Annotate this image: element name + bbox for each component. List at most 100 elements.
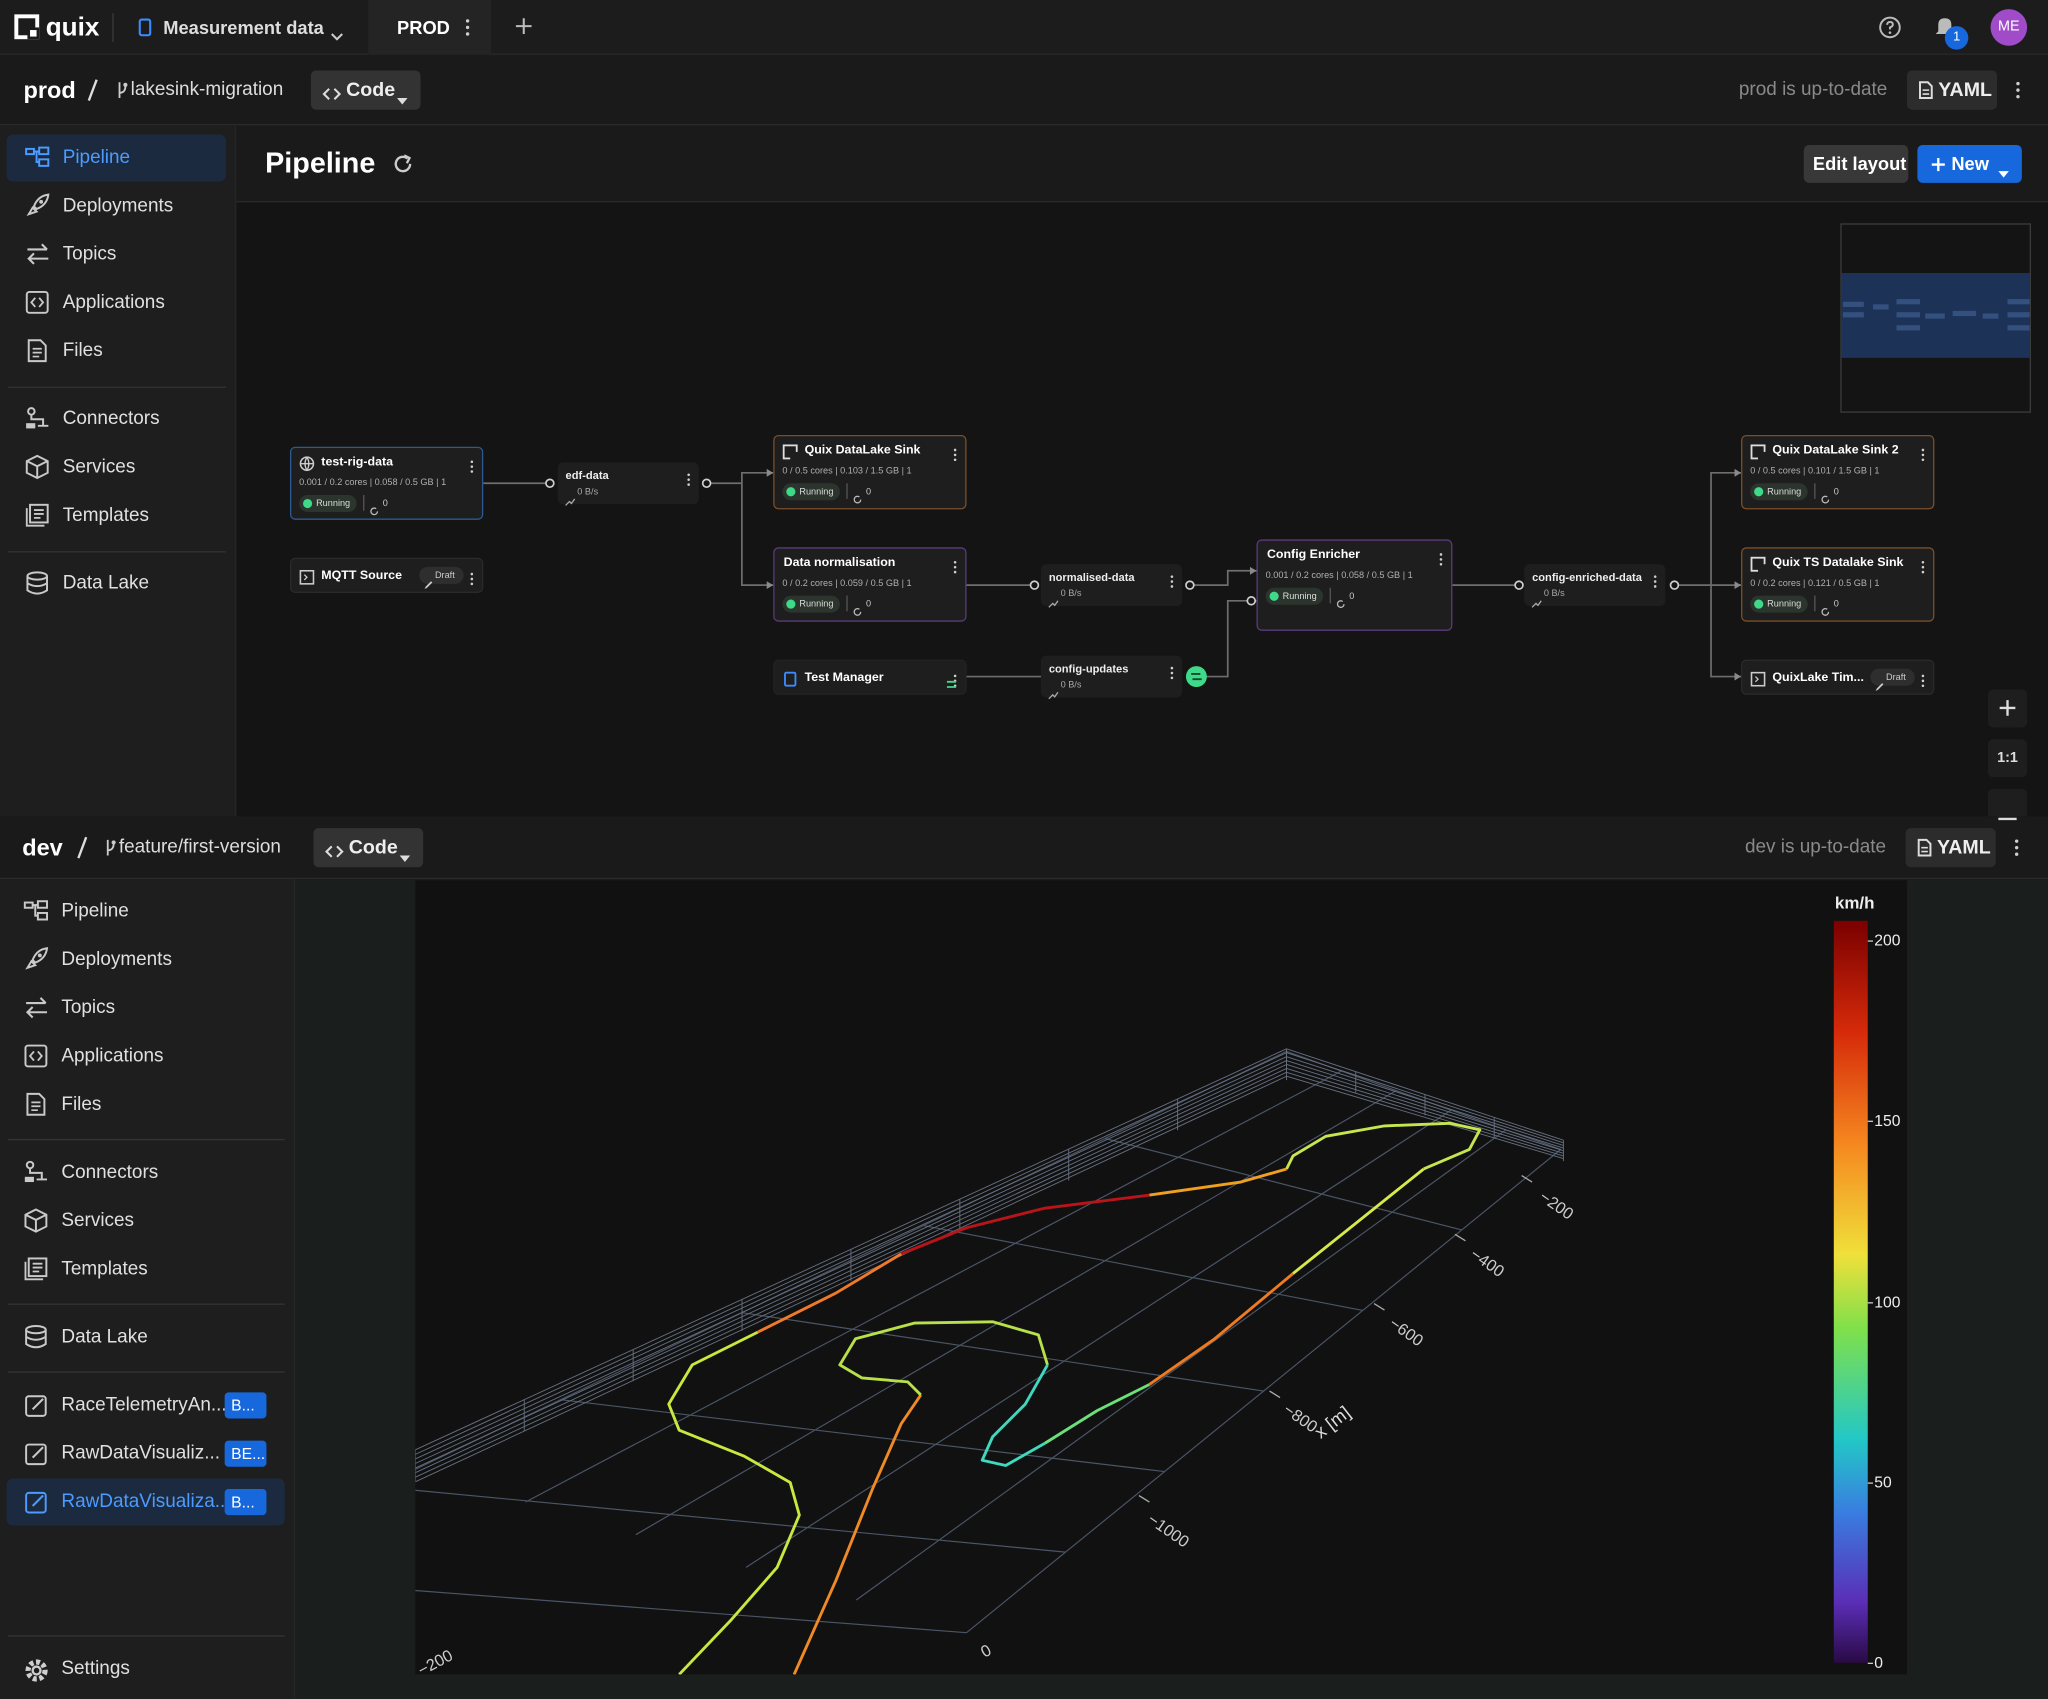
icon (784, 671, 797, 686)
yaml-button[interactable] (1905, 828, 1996, 868)
sync-status: prod is up-to-date (1738, 79, 1888, 101)
icon (1879, 16, 1901, 39)
yaml-button[interactable] (1906, 70, 1998, 110)
icon (953, 560, 957, 573)
node-status: Running (799, 599, 834, 609)
deployment-node[interactable] (773, 659, 967, 695)
icon (1336, 600, 1345, 608)
icon (1921, 674, 1925, 687)
topic-node[interactable] (1524, 564, 1666, 607)
icon (1917, 838, 1932, 857)
status-dot (1269, 591, 1279, 601)
avatar[interactable] (1990, 9, 2028, 46)
draft-badge (419, 566, 464, 584)
icon (27, 339, 47, 363)
menu-dots (464, 18, 472, 36)
menu-dots (1169, 662, 1175, 679)
icon (87, 79, 98, 101)
nav-label: Applications (61, 1045, 164, 1067)
restart-icon (1821, 600, 1830, 616)
node-icon (1750, 555, 1766, 573)
restart-icon (1336, 592, 1345, 608)
node-title: MQTT Source (321, 567, 402, 583)
colorbar-tick (1867, 1301, 1873, 1303)
icon (1921, 560, 1925, 573)
nav-icon (24, 995, 50, 1021)
branch-badge (224, 1440, 267, 1467)
nav-label: Services (62, 456, 136, 478)
topic-rate: 0 B/s (1060, 589, 1082, 599)
icon (24, 1160, 48, 1183)
nav-label: Pipeline (61, 900, 129, 922)
topic-node[interactable] (1040, 564, 1183, 607)
topic-node[interactable] (557, 462, 699, 505)
restart-icon (853, 487, 862, 504)
icon (782, 444, 799, 460)
nav-icon (25, 145, 51, 171)
nav-icon (25, 503, 51, 529)
zoom-reset-label: 1:1 (1997, 750, 2018, 767)
quix-logo (14, 14, 40, 40)
branch-name: lakesink-migration (130, 79, 284, 101)
caret (399, 845, 411, 863)
icon (687, 472, 690, 486)
branch-badge-label: B... (231, 1396, 255, 1415)
zoom-out-button[interactable] (1987, 788, 2028, 817)
topic-node[interactable] (1040, 655, 1183, 698)
nav-icon (25, 242, 51, 268)
icon (24, 1208, 48, 1233)
minimap-node (1872, 304, 1889, 310)
minimap-node (1842, 301, 1864, 307)
edit-layout-button[interactable] (1803, 144, 1909, 183)
environment-name: dev (22, 834, 63, 861)
icon (25, 146, 50, 167)
minimap-node (2007, 312, 2030, 318)
divider (1814, 595, 1816, 612)
colorbar-tick-label: 150 (1874, 1111, 1901, 1131)
icon (1170, 666, 1174, 679)
icon (26, 1092, 46, 1116)
node-title: Test Manager (804, 669, 884, 685)
brand: quix (45, 13, 100, 42)
project-selector[interactable]: Measurement data (163, 16, 324, 38)
avatar-initials: ME (1998, 18, 2020, 35)
icon (1821, 608, 1830, 616)
menu-dots (686, 469, 692, 486)
caret (397, 88, 408, 105)
minimap-node (1896, 325, 1920, 331)
nav-label[interactable]: Settings (61, 1658, 130, 1680)
refresh-icon (392, 153, 414, 175)
minimap-node (1896, 299, 1920, 305)
icon (118, 82, 128, 98)
topic-name: normalised-data (1048, 570, 1135, 584)
colorbar-tick-label: 100 (1874, 1292, 1901, 1311)
yaml-button-label: YAML (1936, 836, 1991, 859)
draft-badge-label: Draft (434, 570, 455, 580)
menu-dots (1920, 556, 1926, 573)
minus-icon (1998, 803, 2017, 821)
new-button-label: New (1951, 152, 1989, 174)
nav-label: Data Lake (62, 573, 150, 594)
colorbar-tick (1867, 1662, 1873, 1664)
nav-icon (25, 290, 51, 316)
icon (1998, 817, 2017, 821)
notification-badge (1944, 26, 1969, 50)
nav-active-bg (6, 134, 226, 182)
menu-dots (952, 444, 958, 461)
chevron (330, 24, 343, 41)
env-tab[interactable] (368, 0, 492, 55)
node-icon (299, 455, 315, 472)
icon (25, 997, 48, 1019)
nav-label: Files (62, 340, 103, 362)
divider (1814, 483, 1816, 499)
track-plot (415, 920, 1868, 1675)
deployment-node[interactable] (1256, 539, 1453, 631)
zoom-reset-button[interactable] (1987, 739, 2028, 778)
icon (1875, 682, 1884, 691)
deployment-node[interactable] (773, 547, 967, 622)
restart-icon (1821, 487, 1830, 504)
nav-label: Topics (61, 997, 116, 1019)
plus-icon (1998, 699, 2016, 717)
nav-icon (24, 947, 50, 973)
sidebar-divider (7, 386, 226, 388)
